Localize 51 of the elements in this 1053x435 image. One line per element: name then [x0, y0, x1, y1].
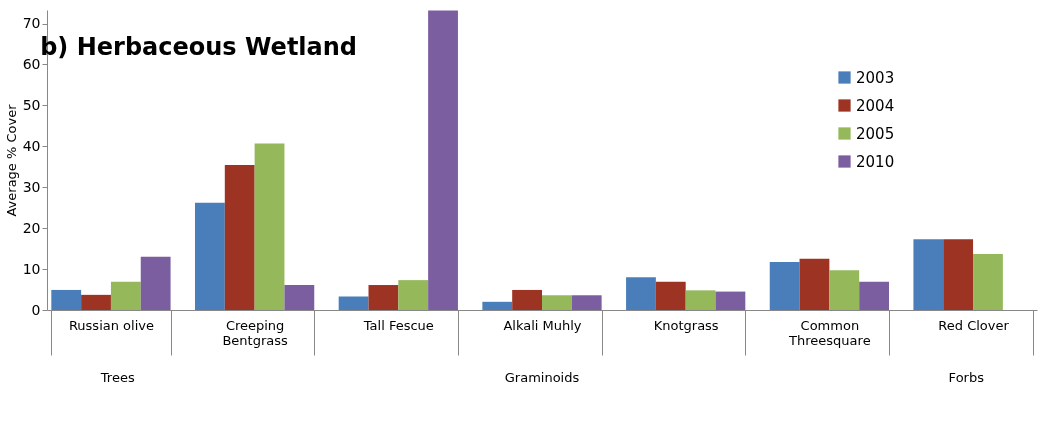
- x-tick-label: Creeping Bentgrass: [222, 317, 289, 348]
- bar: [829, 270, 860, 310]
- x-tick-label: Common Threesquare: [788, 317, 871, 348]
- bar: [542, 295, 572, 310]
- x-tick-label: Red Clover: [938, 317, 1010, 333]
- bar: [224, 165, 255, 310]
- y-tick-label: 40: [22, 137, 41, 154]
- bar: [51, 289, 82, 310]
- x-tick-label: Knotgrass: [653, 317, 719, 333]
- x-tick-label: Russian olive: [68, 317, 154, 333]
- bar: [512, 289, 542, 310]
- bar: [284, 285, 315, 310]
- legend-label: 2003: [856, 68, 895, 87]
- y-tick-label: 20: [22, 219, 41, 236]
- bar: [973, 253, 1003, 310]
- x-tick-label: Alkali Muhly: [503, 317, 582, 333]
- bar: [799, 258, 830, 310]
- x-tick-label: Tall Fescue: [362, 317, 434, 333]
- text: Forbs: [948, 370, 985, 385]
- bar: [482, 301, 513, 310]
- y-tick-label: 60: [22, 55, 41, 72]
- legend-label: 2004: [856, 96, 895, 115]
- y-tick-label: 30: [22, 178, 41, 195]
- text: Trees: [99, 370, 135, 385]
- bar: [655, 281, 686, 310]
- bar: [368, 285, 399, 310]
- bar: [943, 239, 974, 310]
- bar: [140, 256, 171, 310]
- bar: [715, 291, 746, 310]
- text: Graminoids: [504, 370, 580, 385]
- bar: [859, 281, 889, 310]
- bar: [769, 262, 800, 310]
- bar: [81, 294, 111, 310]
- y-tick-label: 50: [22, 96, 41, 113]
- legend-label: 2005: [856, 124, 895, 143]
- y-tick-label: 70: [22, 15, 41, 32]
- text: b) Herbaceous Wetland: [40, 33, 358, 61]
- bar: [685, 290, 716, 310]
- bar: [428, 10, 458, 310]
- bar: [254, 143, 285, 310]
- bar: [571, 295, 602, 310]
- y-tick-label: 10: [22, 260, 41, 277]
- legend-label: 2010: [856, 152, 895, 171]
- y-axis-title: Average % Cover: [3, 103, 19, 217]
- bar: [913, 239, 944, 310]
- bar: [626, 277, 656, 310]
- bar: [110, 281, 141, 310]
- bar: [398, 280, 429, 310]
- bar: [338, 296, 369, 310]
- bar: [195, 202, 225, 310]
- y-tick-label: 0: [31, 301, 41, 318]
